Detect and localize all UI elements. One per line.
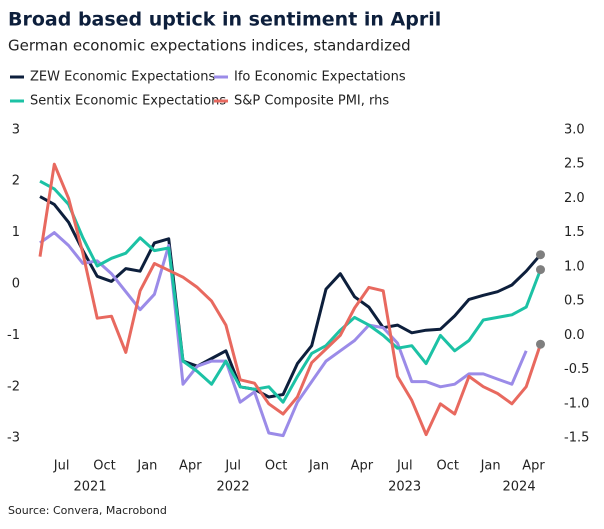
legend-label: Ifo Economic Expectations bbox=[234, 70, 406, 85]
y2-tick-label: 3.0 bbox=[564, 123, 585, 138]
year-label: 2024 bbox=[503, 480, 536, 495]
y2-tick-label: -1.0 bbox=[564, 396, 589, 411]
legend-label: S&P Composite PMI, rhs bbox=[234, 94, 389, 109]
y2-tick-label: 0.0 bbox=[564, 328, 585, 343]
end-marker bbox=[536, 265, 545, 275]
y-tick-label: 0 bbox=[12, 277, 20, 292]
x-tick-label: Jan bbox=[308, 459, 329, 474]
source-note: Source: Convera, Macrobond bbox=[8, 504, 167, 517]
y2-tick-label: 0.5 bbox=[564, 294, 585, 309]
y-tick-label: -1 bbox=[7, 328, 20, 343]
y-tick-label: 2 bbox=[12, 174, 20, 189]
x-tick-label: Apr bbox=[179, 459, 202, 474]
series-line bbox=[39, 231, 528, 438]
y2-tick-label: -0.5 bbox=[564, 362, 589, 377]
legend-label: ZEW Economic Expectations bbox=[30, 70, 215, 85]
x-tick-label: Jul bbox=[53, 459, 70, 474]
x-tick-label: Jan bbox=[136, 459, 157, 474]
chart-title: Broad based uptick in sentiment in April bbox=[8, 9, 441, 31]
y2-tick-label: 1.5 bbox=[564, 225, 585, 240]
y2-tick-label: 2.0 bbox=[564, 191, 585, 206]
legend-label: Sentix Economic Expectations bbox=[30, 94, 226, 109]
y-tick-label: -2 bbox=[7, 379, 20, 394]
y2-tick-label: 1.0 bbox=[564, 259, 585, 274]
x-tick-label: Apr bbox=[522, 459, 545, 474]
series-line bbox=[39, 179, 542, 404]
series-line bbox=[38, 162, 542, 437]
year-label: 2023 bbox=[388, 480, 421, 495]
y2-tick-label: 2.5 bbox=[564, 157, 585, 172]
chart-subtitle: German economic expectations indices, st… bbox=[8, 37, 411, 55]
year-label: 2021 bbox=[74, 480, 107, 495]
x-tick-label: Oct bbox=[93, 459, 115, 474]
y2-tick-label: -1.5 bbox=[564, 430, 589, 445]
x-tick-label: Jul bbox=[224, 459, 241, 474]
series-line bbox=[39, 195, 542, 399]
y-tick-label: -3 bbox=[7, 431, 20, 446]
x-tick-label: Oct bbox=[436, 459, 458, 474]
x-tick-label: Oct bbox=[265, 459, 287, 474]
end-marker bbox=[536, 250, 545, 260]
x-tick-label: Jul bbox=[396, 459, 413, 474]
end-marker bbox=[536, 339, 545, 349]
x-tick-label: Jan bbox=[480, 459, 501, 474]
year-label: 2022 bbox=[217, 480, 250, 495]
y-tick-label: 3 bbox=[12, 122, 20, 137]
x-tick-label: Apr bbox=[351, 459, 374, 474]
y-tick-label: 1 bbox=[12, 225, 20, 240]
